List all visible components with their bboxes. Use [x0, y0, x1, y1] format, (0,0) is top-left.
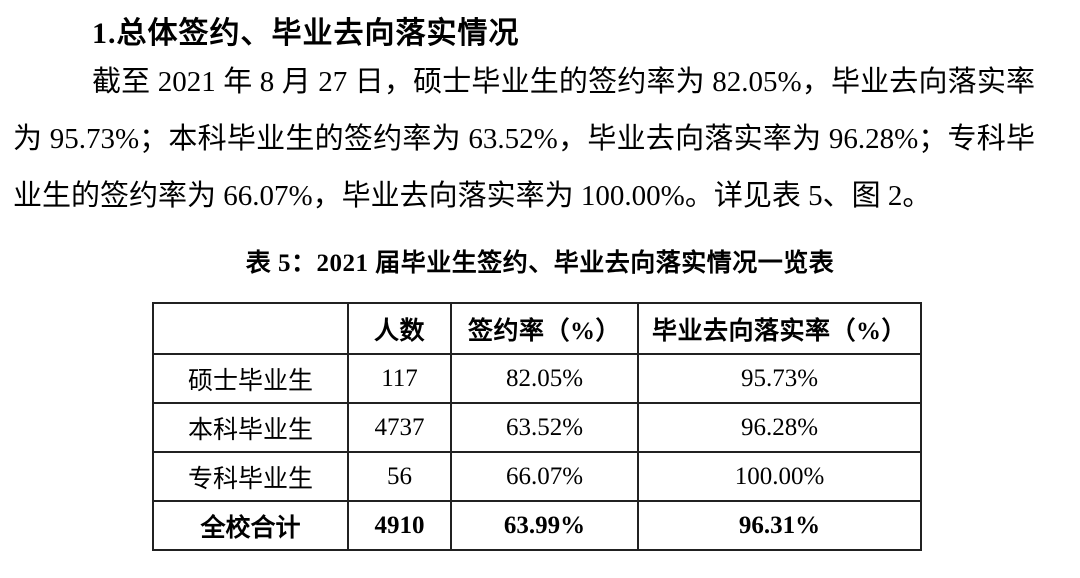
- table-header-row: 人数 签约率（%） 毕业去向落实率（%）: [152, 302, 922, 355]
- table-row-associate: 专科毕业生 56 66.07% 100.00%: [152, 451, 922, 502]
- row-impl-rate: 100.00%: [637, 451, 922, 502]
- row-impl-rate: 96.28%: [637, 402, 922, 453]
- row-label: 全校合计: [152, 500, 349, 551]
- row-count: 4737: [347, 402, 452, 453]
- header-cell-sign-rate: 签约率（%）: [450, 302, 639, 355]
- header-cell-blank: [152, 302, 349, 355]
- row-count: 117: [347, 353, 452, 404]
- paragraph-line-1: 截至 2021 年 8 月 27 日，硕士毕业生的签约率为 82.05%，毕业去…: [92, 66, 1035, 98]
- table-row-master: 硕士毕业生 117 82.05% 95.73%: [152, 353, 922, 404]
- row-sign-rate: 82.05%: [450, 353, 639, 404]
- row-count: 56: [347, 451, 452, 502]
- row-label: 专科毕业生: [152, 451, 349, 502]
- stats-table: 人数 签约率（%） 毕业去向落实率（%） 硕士毕业生 117 82.05% 95…: [152, 302, 922, 551]
- row-sign-rate: 66.07%: [450, 451, 639, 502]
- table-row-total: 全校合计 4910 63.99% 96.31%: [152, 500, 922, 551]
- row-sign-rate: 63.99%: [450, 500, 639, 551]
- paragraph-line-2: 为 95.73%；本科毕业生的签约率为 63.52%，毕业去向落实率为 96.2…: [13, 123, 1035, 155]
- row-impl-rate: 95.73%: [637, 353, 922, 404]
- body-paragraph: 截至 2021 年 8 月 27 日，硕士毕业生的签约率为 82.05%，毕业去…: [13, 54, 1035, 225]
- header-cell-impl-rate: 毕业去向落实率（%）: [637, 302, 922, 355]
- table-caption: 表 5：2021 届毕业生签约、毕业去向落实情况一览表: [245, 250, 835, 277]
- section-heading: 1.总体签约、毕业去向落实情况: [92, 17, 520, 50]
- table-row-bachelor: 本科毕业生 4737 63.52% 96.28%: [152, 402, 922, 453]
- header-cell-count: 人数: [347, 302, 452, 355]
- row-impl-rate: 96.31%: [637, 500, 922, 551]
- row-sign-rate: 63.52%: [450, 402, 639, 453]
- row-label: 本科毕业生: [152, 402, 349, 453]
- paragraph-line-3: 业生的签约率为 66.07%，毕业去向落实率为 100.00%。详见表 5、图 …: [13, 180, 932, 212]
- row-count: 4910: [347, 500, 452, 551]
- row-label: 硕士毕业生: [152, 353, 349, 404]
